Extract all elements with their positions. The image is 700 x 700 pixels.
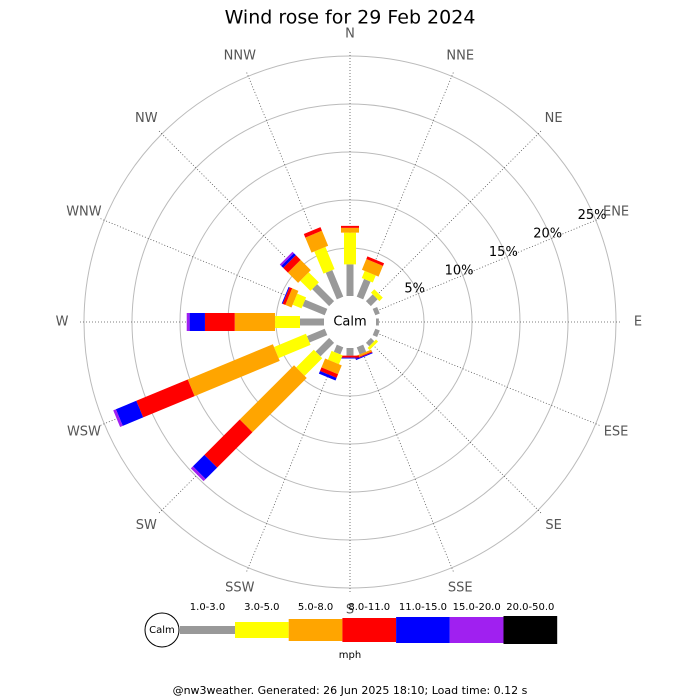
direction-label: NW: [135, 111, 158, 126]
legend-swatch: [288, 619, 343, 641]
legend-label: 5.0-8.0: [298, 602, 333, 613]
legend-unit: mph: [339, 650, 361, 661]
direction-label: W: [56, 315, 69, 330]
direction-label: WSW: [67, 425, 101, 440]
r-tick-label: 25%: [578, 208, 607, 223]
bar-segment: [300, 272, 319, 291]
bar-segment: [372, 306, 380, 316]
legend-calm-label: Calm: [149, 625, 175, 636]
bar-segment: [361, 270, 376, 283]
direction-label: S: [346, 603, 354, 618]
calm-circle: [325, 297, 375, 347]
bar-segment: [333, 344, 344, 355]
r-tick-label: 20%: [533, 227, 562, 242]
bar-segment: [366, 256, 385, 266]
direction-label: ESE: [604, 425, 629, 440]
bar-segment: [365, 337, 375, 347]
legend-swatch: [235, 622, 289, 638]
spoke: [373, 217, 602, 313]
bar-segment: [302, 299, 328, 316]
bar-segment: [361, 259, 383, 277]
bar-segment: [113, 409, 123, 427]
legend-swatch: [396, 617, 450, 643]
calm-label: Calm: [333, 315, 366, 330]
bar-segment: [279, 251, 294, 266]
spoke: [373, 331, 602, 427]
spoke: [245, 345, 341, 574]
direction-label: SW: [136, 518, 157, 533]
bar-segment: [283, 255, 301, 273]
direction-label: NNW: [224, 48, 256, 63]
bar-segment: [327, 350, 343, 365]
bar-segment: [372, 328, 380, 338]
legend-calm: [144, 612, 180, 648]
chart-title: Wind rose for 29 Feb 2024: [225, 7, 476, 29]
direction-label: E: [634, 315, 642, 330]
bar-segment: [239, 365, 307, 433]
r-tick-label: 15%: [489, 245, 518, 260]
bar-segment: [312, 284, 335, 307]
bar-segment: [314, 246, 335, 274]
bar-segment: [281, 253, 296, 268]
bar-segment: [370, 289, 383, 302]
direction-label: NNE: [446, 48, 474, 63]
bar-segment: [274, 333, 311, 359]
bar-segment: [365, 294, 378, 307]
spoke: [359, 345, 455, 574]
legend-swatch: [503, 616, 558, 644]
spoke: [98, 217, 327, 313]
spoke: [157, 129, 332, 304]
spoke: [359, 70, 455, 299]
direction-label: ENE: [603, 204, 629, 219]
legend-swatch: [342, 618, 397, 642]
bar-segment: [321, 358, 342, 375]
legend-label: 3.0-5.0: [244, 602, 279, 613]
footer: @nw3weather. Generated: 26 Jun 2025 18:1…: [173, 684, 528, 697]
direction-label: WNW: [66, 204, 102, 219]
direction-label: SSW: [225, 581, 255, 596]
bar-segment: [356, 278, 371, 300]
legend-label: 11.0-15.0: [399, 602, 447, 613]
bar-segment: [190, 466, 206, 482]
bar-segment: [367, 339, 379, 351]
bar-segment: [292, 293, 307, 309]
bar-segment: [287, 259, 311, 283]
bar-segment: [204, 419, 253, 468]
bar-segment: [296, 349, 323, 376]
r-tick-label: 10%: [445, 263, 474, 278]
direction-label: SE: [545, 518, 561, 533]
bar-segment: [282, 287, 293, 305]
spoke: [368, 340, 543, 515]
bar-segment: [306, 328, 328, 343]
bar-segment: [315, 337, 335, 357]
bar-segment: [319, 367, 339, 378]
r-tick-label: 5%: [404, 282, 425, 297]
bar-segment: [356, 344, 367, 355]
bar-segment: [187, 344, 280, 397]
bar-segment: [136, 379, 195, 418]
bar-segment: [325, 270, 344, 300]
spoke: [245, 70, 341, 299]
legend-swatch: [449, 617, 504, 643]
legend-label: 8.0-11.0: [348, 602, 390, 613]
bar-segment: [318, 370, 337, 381]
bar-segment: [303, 227, 322, 238]
bar-segment: [192, 454, 218, 480]
spoke: [368, 129, 543, 304]
direction-label: NE: [545, 111, 563, 126]
bar-segment: [354, 349, 372, 359]
legend-swatch: [180, 626, 235, 634]
bar-segment: [285, 288, 299, 308]
bar-segment: [305, 230, 329, 253]
legend-label: 15.0-20.0: [453, 602, 501, 613]
direction-label: N: [345, 27, 355, 42]
direction-label: SSE: [448, 581, 473, 596]
bar-segment: [115, 400, 144, 426]
legend-label: 1.0-3.0: [190, 602, 225, 613]
legend-label: 20.0-50.0: [506, 602, 554, 613]
